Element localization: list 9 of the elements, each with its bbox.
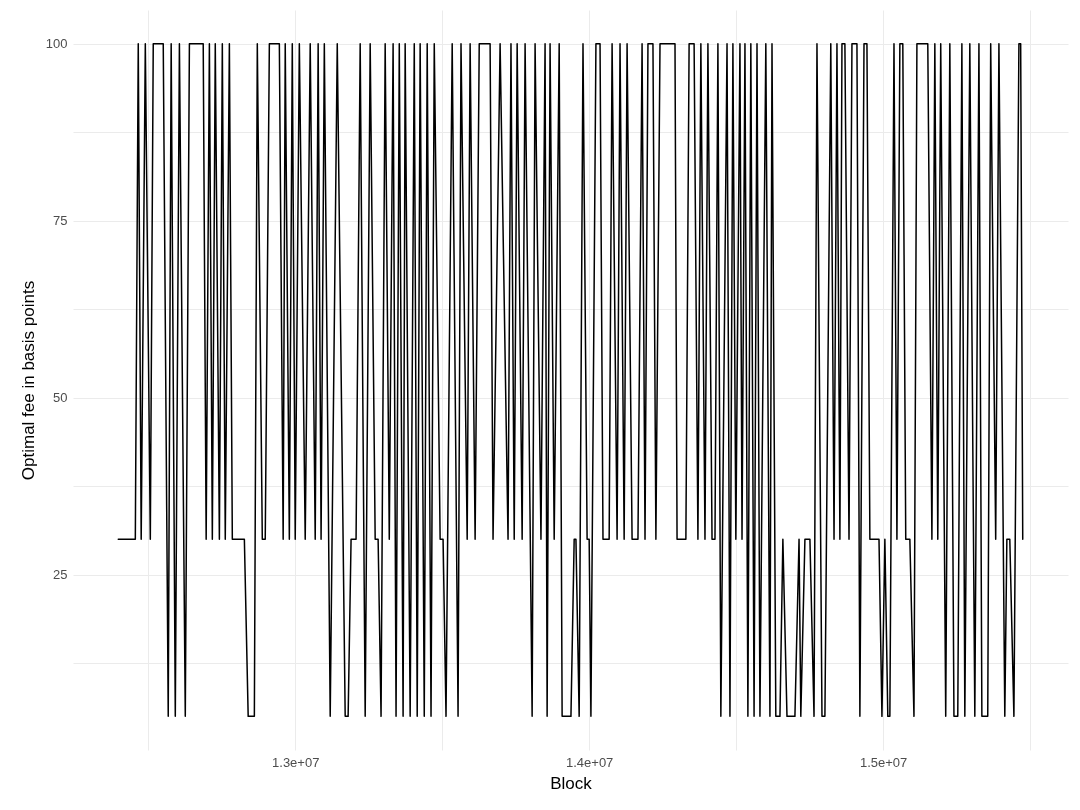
y-tick-label: 100 — [45, 36, 68, 52]
y-tick-label: 75 — [53, 213, 68, 229]
x-tick-label: 1.5e+07 — [859, 754, 908, 770]
x-tick-label: 1.3e+07 — [272, 754, 320, 770]
x-tick-label: 1.4e+07 — [565, 754, 614, 770]
x-axis-title: Block — [550, 773, 593, 793]
y-axis-title: Optimal fee in basis points — [18, 280, 38, 481]
y-tick-label: 50 — [53, 390, 68, 406]
y-tick-label: 25 — [53, 567, 68, 583]
